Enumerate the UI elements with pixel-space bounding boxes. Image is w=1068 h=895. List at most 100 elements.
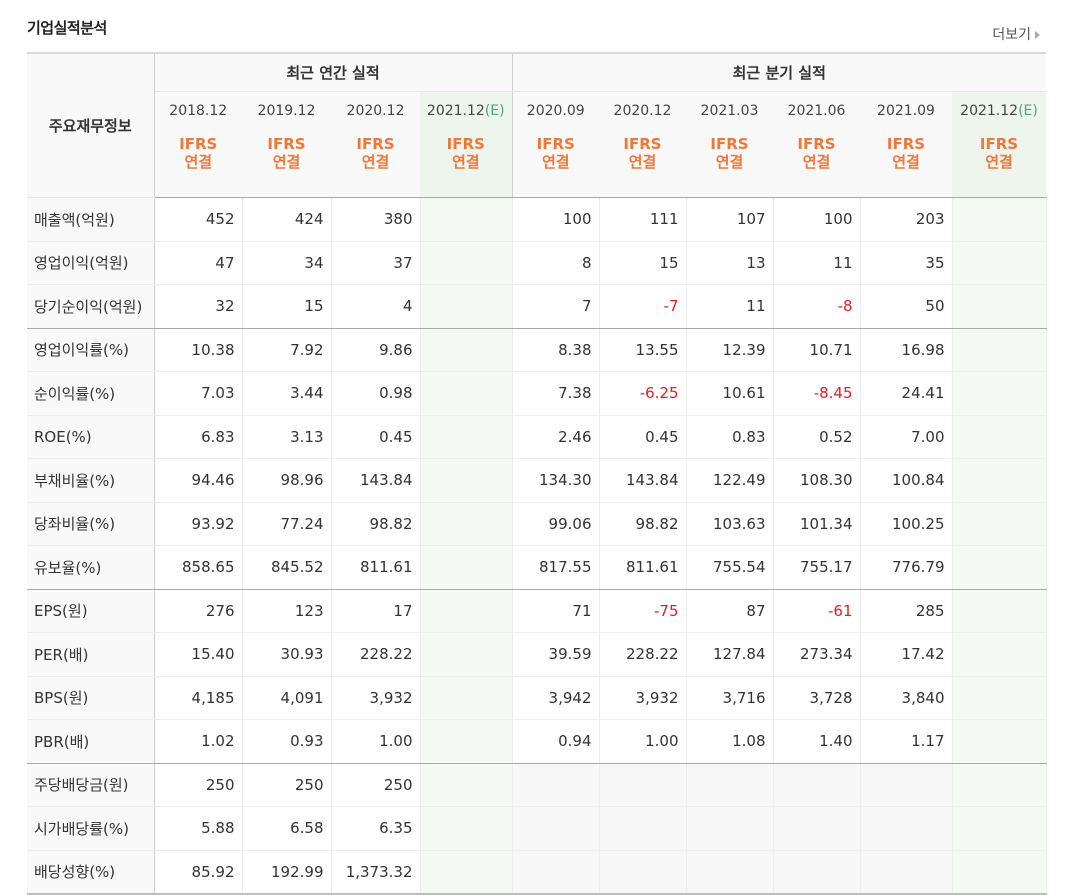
value-cell: 776.79 — [860, 545, 953, 590]
value-cell — [420, 719, 513, 764]
period-header: 2021.09 — [860, 91, 952, 130]
value-cell: 4,091 — [242, 676, 332, 720]
value-cell: 1.00 — [331, 719, 421, 764]
table-row: PBR(배) 1.02 0.93 1.00 0.94 1.00 1.08 1.40 1.17 — [27, 719, 1047, 764]
value-cell: 10.71 — [773, 328, 861, 372]
value-cell: 1.02 — [154, 719, 243, 764]
value-cell — [686, 806, 774, 851]
table-row: 영업이익률(%) 10.38 7.92 9.86 8.38 13.55 12.39 10.71… — [27, 328, 1047, 372]
value-cell: 99.06 — [511, 502, 600, 546]
value-cell: 39.59 — [511, 632, 600, 677]
header-label: 주요재무정보 — [48, 117, 132, 135]
consolidated-label: 연결 — [361, 153, 390, 171]
period-header: 2020.12 — [599, 91, 686, 130]
value-cell: 37 — [331, 241, 421, 285]
value-cell: 0.93 — [242, 719, 332, 764]
value-cell: 4,185 — [154, 676, 243, 720]
value-cell: 8 — [511, 241, 600, 285]
value-cell — [420, 545, 513, 590]
period-header: 2019.12 — [242, 91, 331, 130]
value-cell: 98.96 — [242, 458, 332, 503]
value-cell: 127.84 — [686, 632, 774, 677]
value-cell: 98.82 — [331, 502, 421, 546]
estimate-mark: (E) — [484, 103, 505, 119]
ifrs-badge: IFRS 연결 — [773, 130, 860, 198]
ifrs-label: IFRS — [710, 135, 749, 153]
table-row: 배당성향(%) 85.92 192.99 1,373.32 — [27, 850, 1047, 895]
header-label-cell: 주요재무정보 — [27, 52, 155, 198]
value-cell — [420, 589, 513, 633]
more-link[interactable]: 더보기 — [992, 24, 1040, 44]
value-cell: 8.38 — [511, 328, 600, 372]
value-cell: 17.42 — [860, 632, 953, 677]
value-cell: 87 — [686, 589, 774, 633]
row-label: 영업이익률(%) — [27, 328, 155, 372]
ifrs-label: IFRS — [797, 135, 836, 153]
value-cell: 811.61 — [599, 545, 687, 590]
ifrs-badge: IFRS 연결 — [511, 130, 599, 198]
value-cell: 13.55 — [599, 328, 687, 372]
value-cell: 35 — [860, 241, 953, 285]
value-cell: 9.86 — [331, 328, 421, 372]
value-cell: 203 — [860, 197, 953, 242]
value-cell — [420, 328, 513, 372]
value-cell: 47 — [154, 241, 243, 285]
value-cell — [420, 241, 513, 285]
ifrs-badge: IFRS 연결 — [154, 130, 242, 198]
value-cell: -8 — [773, 284, 861, 329]
value-cell: -6.25 — [599, 371, 687, 416]
table-row: ROE(%) 6.83 3.13 0.45 2.46 0.45 0.83 0.52 7.00 — [27, 415, 1047, 459]
value-cell: -61 — [773, 589, 861, 633]
value-cell: 111 — [599, 197, 687, 242]
value-cell — [952, 763, 1047, 807]
value-cell: 108.30 — [773, 458, 861, 503]
period-label: 2021.06 — [787, 103, 846, 119]
value-cell — [952, 241, 1047, 285]
value-cell — [860, 806, 953, 851]
value-cell: 24.41 — [860, 371, 953, 416]
financial-table: 주요재무정보 최근 연간 실적 최근 분기 실적 2018.12 2019.12 2020… — [27, 52, 1047, 895]
row-label: 배당성향(%) — [27, 850, 155, 895]
value-cell — [952, 719, 1047, 764]
value-cell: 1.40 — [773, 719, 861, 764]
value-cell: 100.25 — [860, 502, 953, 546]
value-cell: 250 — [242, 763, 332, 807]
value-cell: 17 — [331, 589, 421, 633]
row-label: 주당배당금(원) — [27, 763, 155, 807]
value-cell: 1.08 — [686, 719, 774, 764]
ifrs-label: IFRS — [267, 135, 306, 153]
value-cell — [599, 763, 687, 807]
annual-group-header: 최근 연간 실적 — [154, 52, 512, 92]
period-label: 2020.12 — [613, 103, 672, 119]
value-cell: 6.58 — [242, 806, 332, 851]
consolidated-label: 연결 — [715, 153, 744, 171]
value-cell — [420, 458, 513, 503]
table-row: 매출액(억원) 452 424 380 100 111 107 100 203 — [27, 197, 1047, 242]
value-cell: 0.94 — [511, 719, 600, 764]
value-cell: 143.84 — [599, 458, 687, 503]
value-cell: 12.39 — [686, 328, 774, 372]
table-row: 시가배당률(%) 5.88 6.58 6.35 — [27, 806, 1047, 851]
table-row: 순이익률(%) 7.03 3.44 0.98 7.38 -6.25 10.61 -8.45 24… — [27, 371, 1047, 416]
value-cell — [952, 458, 1047, 503]
value-cell — [773, 806, 861, 851]
value-cell: 5.88 — [154, 806, 243, 851]
value-cell: 0.83 — [686, 415, 774, 459]
value-cell: 71 — [511, 589, 600, 633]
row-label: 매출액(억원) — [27, 197, 155, 242]
value-cell: 7 — [511, 284, 600, 329]
value-cell — [952, 197, 1047, 242]
value-cell: 77.24 — [242, 502, 332, 546]
value-cell: 0.45 — [331, 415, 421, 459]
value-cell: 276 — [154, 589, 243, 633]
table-row: 영업이익(억원) 47 34 37 8 15 13 11 35 — [27, 241, 1047, 285]
value-cell — [952, 545, 1047, 590]
value-cell: 452 — [154, 197, 243, 242]
period-label: 2021.12 — [426, 103, 485, 119]
period-label: 2019.12 — [257, 103, 316, 119]
consolidated-label: 연결 — [985, 153, 1013, 171]
value-cell — [511, 806, 600, 851]
value-cell — [420, 415, 513, 459]
value-cell — [420, 850, 513, 895]
value-cell: 811.61 — [331, 545, 421, 590]
